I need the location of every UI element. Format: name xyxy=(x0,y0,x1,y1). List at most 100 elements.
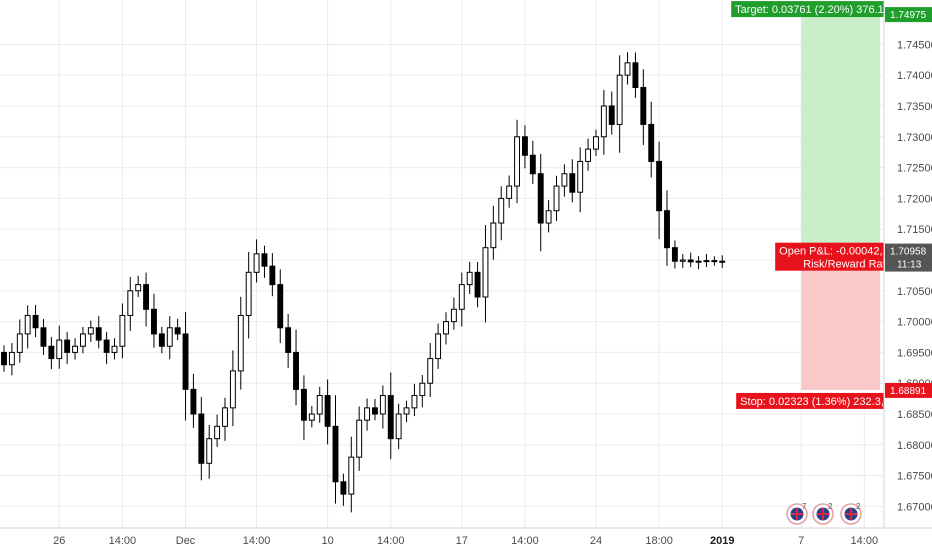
candle-body-up xyxy=(135,284,142,292)
candle xyxy=(300,375,307,441)
y-tick-label: 1.70000 xyxy=(897,317,932,329)
candle xyxy=(719,255,726,268)
candle xyxy=(600,89,607,155)
y-tick-label: 1.68000 xyxy=(897,440,932,452)
candle-body-up xyxy=(16,333,23,353)
x-tick-label: 18:00 xyxy=(645,535,673,547)
event-count: 2 xyxy=(856,502,861,511)
candle-body-up xyxy=(585,148,592,162)
candle xyxy=(356,406,363,471)
candle xyxy=(1,345,7,372)
candle-body-down xyxy=(198,413,205,464)
candle xyxy=(419,375,426,408)
candle xyxy=(593,129,599,157)
y-tick-label: 1.74500 xyxy=(897,39,932,51)
candle xyxy=(632,52,639,98)
candle-body-up xyxy=(506,185,513,199)
candle-body-down xyxy=(1,351,7,366)
y-tick-label: 1.73500 xyxy=(897,101,932,113)
x-tick-label: 24 xyxy=(590,535,602,547)
loss-zone xyxy=(801,259,881,390)
uk-flag-icon[interactable]: 7 xyxy=(786,502,808,525)
candle xyxy=(48,336,55,370)
x-tick-label: 14:00 xyxy=(109,535,137,547)
candle-body-up xyxy=(403,407,410,415)
y-tick-label: 1.72000 xyxy=(897,193,932,205)
target-price-tag: 1.74975 xyxy=(885,7,932,23)
candle-body-up xyxy=(119,314,126,347)
candle xyxy=(214,414,221,447)
target-label[interactable]: Target: 0.03761 (2.20%) 376.1, Amou xyxy=(731,1,918,18)
candle-body-up xyxy=(593,136,599,150)
x-tick-label: 14:00 xyxy=(377,535,405,547)
candle-body-up xyxy=(490,222,497,249)
candle xyxy=(72,338,78,360)
candle-body-down xyxy=(64,339,71,353)
event-icons[interactable]: 7 2 2 xyxy=(786,502,862,525)
uk-flag-icon[interactable]: 2 xyxy=(812,502,834,525)
candle-body-up xyxy=(443,321,449,335)
candle-body-up xyxy=(719,260,726,263)
candle-body-down xyxy=(48,345,55,360)
candle-body-up xyxy=(356,419,363,458)
candle xyxy=(174,318,181,341)
candle-body-down xyxy=(285,327,292,353)
candle xyxy=(293,329,299,406)
candle-body-up xyxy=(561,173,568,187)
candle xyxy=(316,386,323,423)
grid-lines xyxy=(0,0,884,528)
x-tick-label: Dec xyxy=(176,535,196,547)
candle-body-down xyxy=(656,160,663,212)
candle-body-down xyxy=(269,265,276,286)
candle xyxy=(482,225,489,323)
candle-body-down xyxy=(300,388,307,421)
candle xyxy=(403,400,410,423)
candle xyxy=(166,316,173,360)
candle-body-up xyxy=(206,438,213,464)
candle xyxy=(111,338,118,360)
candle xyxy=(222,397,228,441)
candle xyxy=(229,350,236,427)
candle xyxy=(103,331,110,365)
candle-body-up xyxy=(308,413,315,421)
stop-label[interactable]: Stop: 0.02323 (1.36%) 232.3, Amou xyxy=(736,392,915,409)
candle xyxy=(695,256,702,270)
candle xyxy=(24,305,31,349)
target-price-tag-text: 1.74975 xyxy=(890,10,927,21)
candle xyxy=(364,398,371,431)
y-tick-label: 1.68500 xyxy=(897,409,932,421)
candle-body-up xyxy=(498,197,505,224)
candle-body-up xyxy=(56,339,63,360)
candle-body-up xyxy=(316,395,323,415)
candle xyxy=(427,343,434,398)
candle xyxy=(348,436,355,513)
candle-body-down xyxy=(372,407,378,415)
candle-body-down xyxy=(95,327,102,341)
candle xyxy=(466,261,473,295)
candle-body-down xyxy=(340,481,347,495)
candle xyxy=(324,379,331,445)
candle xyxy=(245,251,252,339)
pnl-label-bg xyxy=(775,242,884,271)
candle-body-down xyxy=(32,314,39,329)
x-tick-label: 26 xyxy=(53,535,65,547)
uk-flag-icon[interactable]: 2 xyxy=(840,502,862,525)
candle-body-down xyxy=(174,327,181,335)
candle-body-up xyxy=(395,413,402,440)
candle xyxy=(332,395,339,504)
candle xyxy=(514,119,520,204)
candle xyxy=(474,261,481,308)
candle xyxy=(198,397,205,481)
candle xyxy=(64,331,71,365)
candle xyxy=(664,190,670,266)
candle-body-down xyxy=(190,388,197,415)
candle-body-down xyxy=(332,425,339,483)
candle xyxy=(616,55,623,153)
candle xyxy=(340,473,347,506)
x-tick-label: 10 xyxy=(321,535,333,547)
candle-body-up xyxy=(482,247,489,298)
candle xyxy=(561,164,568,197)
stop-price-tag-text: 1.68891 xyxy=(890,386,927,397)
candle-body-up xyxy=(466,271,473,286)
